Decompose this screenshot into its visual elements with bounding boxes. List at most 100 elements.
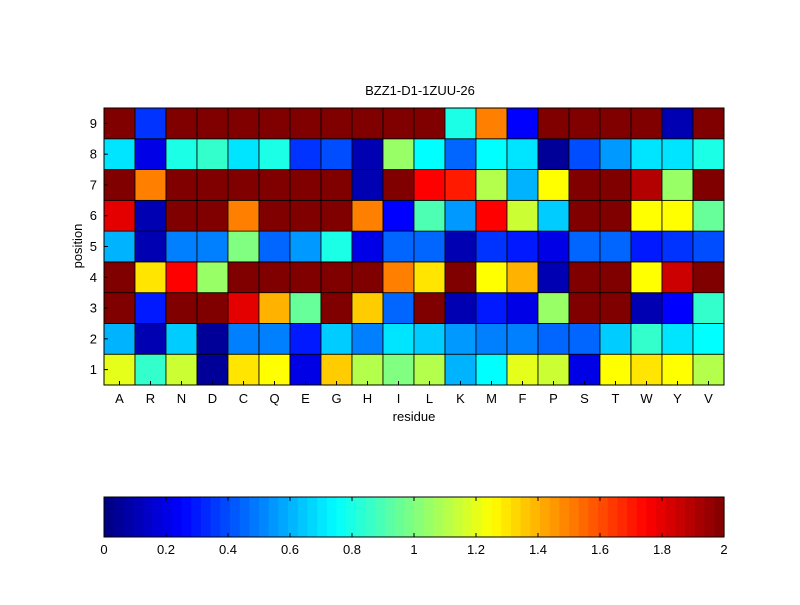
heatmap-cell: [196, 138, 229, 170]
heatmap-cell: [258, 261, 291, 294]
heatmap-cell: [165, 138, 198, 170]
heatmap-cell: [103, 107, 136, 140]
heatmap-cell: [568, 107, 601, 140]
heatmap-cell: [661, 199, 694, 232]
colorbar-band: [530, 497, 541, 537]
heatmap-cell: [382, 199, 415, 232]
colorbar-band: [171, 497, 183, 537]
heatmap-cell: [351, 323, 384, 355]
heatmap-cell: [351, 230, 384, 263]
heatmap-cell: [537, 138, 570, 170]
colorbar-band: [384, 497, 396, 537]
colorbar-tick-label: 0: [100, 542, 107, 557]
colorbar-band: [317, 497, 328, 537]
heatmap-cell: [444, 107, 477, 140]
colorbar-tick-label: 2: [720, 542, 727, 557]
colorbar-band: [704, 497, 715, 537]
colorbar-band: [355, 497, 367, 537]
colorbar-band: [646, 497, 657, 537]
heatmap-cell: [289, 353, 322, 386]
heatmap-cell: [196, 199, 229, 232]
heatmap-cell: [692, 107, 725, 140]
colorbar-band: [578, 497, 589, 537]
heatmap-cell: [537, 230, 570, 263]
heatmap-cell: [227, 230, 260, 263]
heatmap-cell: [227, 138, 260, 170]
colorbar-band: [142, 497, 154, 537]
heatmap-cell: [196, 292, 229, 324]
colorbar-tick-label: 1.4: [529, 542, 547, 557]
heatmap-cell: [382, 169, 415, 201]
heatmap-cell: [165, 169, 198, 201]
heatmap-cell: [568, 169, 601, 201]
heatmap-cell: [661, 323, 694, 355]
colorbar-band: [636, 497, 648, 537]
heatmap-cell: [444, 292, 477, 324]
heatmap-cell: [320, 138, 353, 170]
heatmap-cell: [413, 107, 446, 140]
heatmap-cell: [413, 138, 446, 170]
heatmap-cell: [630, 199, 663, 232]
plot-frame: [103, 107, 725, 386]
heatmap-cell: [134, 169, 167, 201]
heatmap-cell: [289, 169, 322, 201]
heatmap-cell: [320, 169, 353, 201]
colorbar-band: [481, 497, 493, 537]
heatmap-cell: [134, 138, 167, 170]
y-tick-label: 9: [90, 116, 97, 131]
heatmap-cell: [413, 292, 446, 324]
y-tick-label: 1: [90, 362, 97, 377]
colorbar-band: [607, 497, 619, 537]
colorbar-band: [443, 497, 454, 537]
y-tick-label: 2: [90, 331, 97, 346]
colorbar-band: [414, 497, 425, 537]
x-tick-label: M: [486, 391, 497, 406]
heatmap-cell: [382, 138, 415, 170]
x-tick-label: P: [549, 391, 558, 406]
heatmap-cell: [599, 323, 632, 355]
colorbar-band: [472, 497, 483, 537]
heatmap-cell: [568, 261, 601, 294]
heatmap-cell: [599, 107, 632, 140]
heatmap-cell: [506, 138, 539, 170]
heatmap-cell: [320, 261, 353, 294]
heatmap-cell: [475, 138, 508, 170]
x-axis-label: residue: [393, 409, 436, 424]
heatmap-cell: [413, 230, 446, 263]
heatmap-cell: [351, 107, 384, 140]
heatmap-cell: [134, 199, 167, 232]
heatmap-cell: [661, 230, 694, 263]
heatmap-cell: [165, 292, 198, 324]
heatmap-cell: [258, 230, 291, 263]
colorbar-band: [675, 497, 686, 537]
heatmap-cell: [475, 261, 508, 294]
heatmap-cell: [196, 107, 229, 140]
colorbar-band: [588, 497, 599, 537]
heatmap-cell: [537, 323, 570, 355]
heatmap-cell: [413, 261, 446, 294]
heatmap-cell: [134, 107, 167, 140]
colorbar: 0 0.2 0.4 0.6 0.8 1 1.2 1.4 1.6 1.8 2: [100, 496, 728, 557]
heatmap-cell: [258, 292, 291, 324]
colorbar-band: [694, 497, 706, 537]
colorbar-band: [501, 497, 512, 537]
colorbar-band: [665, 497, 677, 537]
heatmap-cell: [351, 292, 384, 324]
heatmap-cell: [537, 292, 570, 324]
x-tick-label: W: [640, 391, 653, 406]
heatmap-cell: [692, 261, 725, 294]
colorbar-band: [191, 497, 202, 537]
heatmap-cell: [506, 292, 539, 324]
heatmap-cell: [661, 138, 694, 170]
x-tick-label: N: [177, 391, 186, 406]
colorbar-tick-label: 1.8: [653, 542, 671, 557]
heatmap-cell: [444, 138, 477, 170]
heatmap-cell: [382, 323, 415, 355]
heatmap-cell: [165, 230, 198, 263]
y-tick-label: 8: [90, 147, 97, 162]
heatmap-cell: [413, 353, 446, 386]
colorbar-band: [375, 497, 386, 537]
heatmap-cell: [444, 199, 477, 232]
heatmap-cell: [413, 199, 446, 232]
